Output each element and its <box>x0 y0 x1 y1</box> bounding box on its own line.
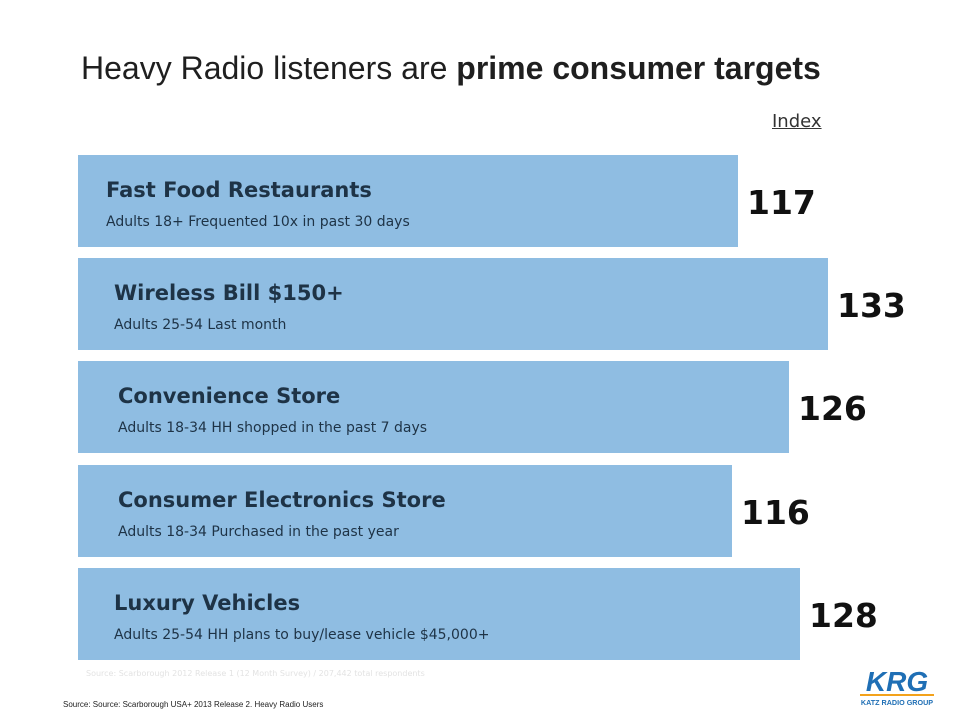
krg-logo-icon: KRG KATZ RADIO GROUP <box>860 666 934 707</box>
slide-title: Heavy Radio listeners are prime consumer… <box>81 48 841 88</box>
bar-category-label: Wireless Bill $150+ <box>114 281 344 305</box>
bar-subtitle: Adults 25-54 Last month <box>114 317 287 333</box>
bar-category-label: Luxury Vehicles <box>114 591 301 615</box>
title-bold: prime consumer targets <box>456 50 821 86</box>
faint-source-note: Source: Scarborough 2012 Release 1 (12 M… <box>86 669 425 678</box>
bar-value-label: 116 <box>741 493 810 532</box>
bar <box>78 155 738 247</box>
bar-subtitle: Adults 18-34 Purchased in the past year <box>118 524 399 540</box>
bar-value-label: 128 <box>809 596 878 635</box>
bar <box>78 568 800 660</box>
bar-category-label: Fast Food Restaurants <box>106 178 372 202</box>
title-regular: Heavy Radio listeners are <box>81 50 457 86</box>
bar <box>78 361 789 453</box>
source-note: Source: Source: Scarborough USA+ 2013 Re… <box>63 700 324 709</box>
bar-category-label: Convenience Store <box>118 384 341 408</box>
logo-subtext: KATZ RADIO GROUP <box>861 698 933 707</box>
bar-category-label: Consumer Electronics Store <box>118 488 446 512</box>
bar-subtitle: Adults 18-34 HH shopped in the past 7 da… <box>118 420 428 436</box>
logo-text: KRG <box>866 666 928 697</box>
bar-value-label: 117 <box>747 183 816 222</box>
bar <box>78 258 828 350</box>
bar-subtitle: Adults 25-54 HH plans to buy/lease vehic… <box>114 627 490 643</box>
index-axis-label: Index <box>772 111 822 132</box>
bar-value-label: 133 <box>837 286 906 325</box>
bar-value-label: 126 <box>798 389 867 428</box>
bar <box>78 465 732 557</box>
bar-subtitle: Adults 18+ Frequented 10x in past 30 day… <box>106 214 410 230</box>
